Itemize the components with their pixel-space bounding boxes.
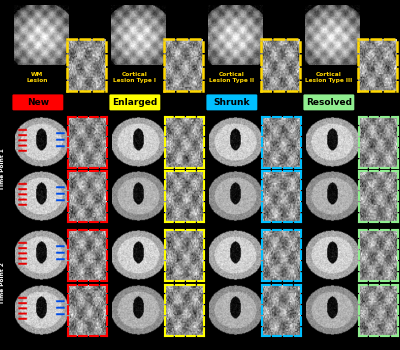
FancyBboxPatch shape bbox=[12, 94, 63, 110]
Text: Enlarged: Enlarged bbox=[112, 98, 158, 107]
Text: New: New bbox=[27, 98, 49, 107]
Text: Shrunk: Shrunk bbox=[214, 98, 250, 107]
FancyBboxPatch shape bbox=[109, 94, 160, 110]
Text: Time Point 2: Time Point 2 bbox=[0, 262, 5, 303]
FancyBboxPatch shape bbox=[206, 94, 257, 110]
Text: Time Point 1: Time Point 1 bbox=[0, 148, 5, 190]
Text: WM
Lesion: WM Lesion bbox=[26, 72, 48, 83]
Text: Cortical
Lesion Type III: Cortical Lesion Type III bbox=[304, 72, 352, 83]
FancyBboxPatch shape bbox=[304, 94, 354, 110]
Text: Cortical
Lesion Type I: Cortical Lesion Type I bbox=[113, 72, 156, 83]
Text: Resolved: Resolved bbox=[306, 98, 352, 107]
Text: Cortical
Lesion Type II: Cortical Lesion Type II bbox=[209, 72, 254, 83]
